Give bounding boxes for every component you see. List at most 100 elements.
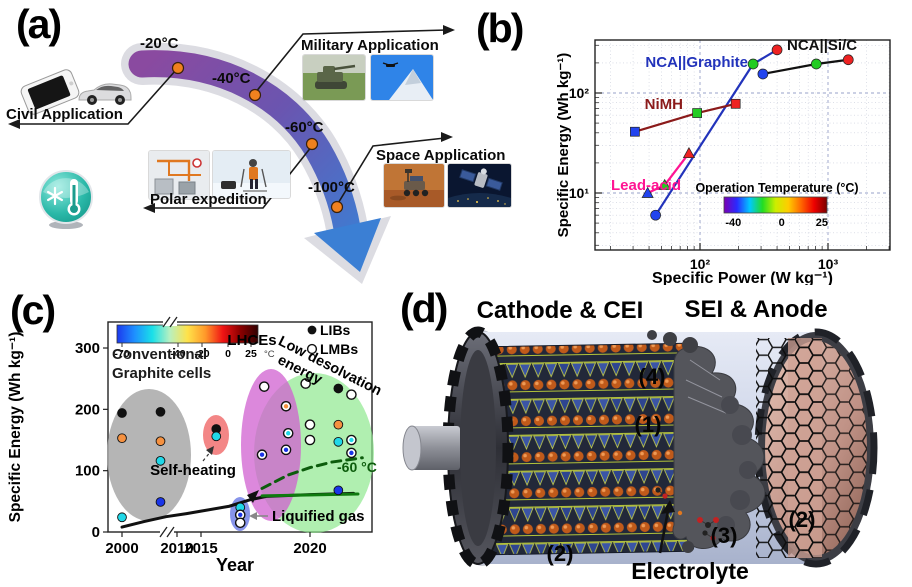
data-point-lmb [234, 517, 246, 529]
arrowhead [314, 218, 381, 272]
data-point [730, 98, 741, 109]
milestone-dot--100C [330, 200, 344, 214]
y-tick-label: 100 [75, 463, 100, 480]
callout-3: (3) [711, 523, 738, 548]
data-point-core [283, 404, 289, 409]
tank-photo [303, 55, 365, 100]
colorbar-tick: -40 [725, 217, 741, 229]
x-axis-title: Year [216, 555, 254, 575]
series-label: Lead-acid [611, 177, 681, 194]
data-point-lib [333, 383, 344, 394]
data-point-core [349, 450, 354, 456]
civil-arrowhead [8, 119, 20, 129]
x-axis-title: Specific Power (W kg⁻¹) [652, 270, 833, 285]
data-point [650, 209, 661, 221]
satellite-photo [448, 164, 511, 207]
data-point [658, 178, 671, 190]
data-point-lmb [304, 434, 316, 446]
temp-label-100: -100°C [308, 179, 355, 196]
callout-2-left: (2) [547, 541, 574, 566]
drone-photo [371, 55, 433, 100]
colorbar-unit: °C [264, 349, 275, 360]
annotation-minus-60: -60 °C [337, 459, 377, 475]
smartphone-photo [18, 67, 82, 118]
y-tick-label: 200 [75, 401, 100, 418]
data-point-lib [117, 433, 127, 444]
specific-energy-vs-year-chart: -70 -40 -20 0 25 °C LIBs LMBs Conventional Graphi… [7, 316, 384, 575]
data-point-lib [117, 408, 127, 418]
milestone-dot--40C [248, 88, 262, 102]
data-point-lmb [346, 389, 357, 400]
polar-expedition-label: Polar expedition [150, 191, 267, 208]
battery-structure-render: Cathode & CEI SEI & Anode (4) (1) (3) (2… [402, 296, 878, 584]
polar-equipment-photo [149, 151, 209, 199]
electrolyte-label: Electrolyte [631, 558, 749, 584]
series-label: NCA||Si/C [787, 37, 857, 54]
callout-2-right: (2) [789, 507, 816, 532]
electric-car-photo [78, 80, 132, 106]
trend-curve [260, 492, 360, 498]
sei-anode-title: SEI & Anode [684, 296, 827, 323]
temp-label-60: -60°C [285, 119, 324, 136]
y-tick-label: 10² [569, 85, 590, 101]
colorbar-tick: -20 [194, 348, 209, 360]
mars-rover-photo [384, 164, 444, 207]
y-axis-title: Specific Energy (Wh kg⁻¹) [555, 53, 572, 238]
annotation-conventional: Conventional [112, 346, 207, 363]
x-tick-label: 2000 [105, 540, 138, 557]
y-tick-label: 0 [92, 524, 100, 541]
data-point [842, 54, 854, 66]
data-point-lib [155, 497, 166, 507]
civil-connector-line [14, 69, 177, 125]
data-point [810, 58, 822, 70]
gradient-arrow [128, 50, 361, 242]
legend-filled-circle [307, 325, 317, 335]
plot-frame [594, 39, 891, 251]
colorbar-title: Operation Temperature (°C) [695, 181, 858, 195]
colorbar-tick: -40 [170, 348, 185, 360]
colorbar-tick: 0 [225, 348, 231, 360]
terminal-stub [410, 426, 460, 470]
data-point-core [349, 437, 354, 443]
data-point-core [259, 452, 265, 457]
data-point-lib [117, 512, 127, 523]
milestone-dot--20C [171, 61, 185, 75]
data-point-lib [155, 436, 166, 447]
series-label: NiMH [645, 96, 683, 113]
x-tick-label: 2020 [293, 540, 326, 557]
data-point-lib [333, 436, 344, 447]
panel-a-label: (a) [16, 1, 62, 47]
data-point [630, 126, 640, 137]
callout-4: (4) [639, 364, 666, 389]
panel-c-label: (c) [10, 287, 56, 333]
colorbar-tick: 0 [779, 217, 785, 229]
annotation-conventional: Graphite cells [112, 365, 211, 382]
annotation-self-heating: Self-heating [150, 462, 236, 479]
y-axis-title: Specific Energy (Wh kg⁻¹) [7, 332, 24, 523]
colorbar-tick: -70 [114, 348, 129, 360]
specific-energy-vs-power-chart: Operation Temperature (°C) -40 0 25 NCA||Gra… [555, 37, 891, 285]
military-arrowhead [443, 25, 455, 35]
cathode-cei-title: Cathode & CEI [477, 297, 644, 324]
space-application-label: Space Application [376, 147, 506, 164]
annotation-liquified-gas: Liquified gas [272, 508, 365, 525]
data-point-core [238, 512, 243, 518]
data-point-lib [211, 431, 222, 442]
civil-application-label: Civil Application [6, 106, 123, 123]
data-point-lib [155, 456, 166, 466]
milestone-dot--60C [305, 137, 319, 151]
temperature-roadmap-arrow [8, 25, 455, 284]
y-tick-label: 10¹ [569, 185, 590, 201]
data-point-lib [155, 406, 166, 417]
temperature-colorbar [723, 196, 828, 214]
data-point-lmb [300, 378, 311, 389]
electrolyte-arrow [658, 510, 670, 554]
data-point-lib [333, 485, 344, 496]
temperature-colorbar [116, 324, 259, 344]
data-point [771, 44, 783, 56]
panel-d-label: (d) [400, 285, 448, 331]
data-point-core [286, 431, 291, 436]
data-point [682, 146, 696, 159]
military-connector-line [254, 29, 448, 94]
